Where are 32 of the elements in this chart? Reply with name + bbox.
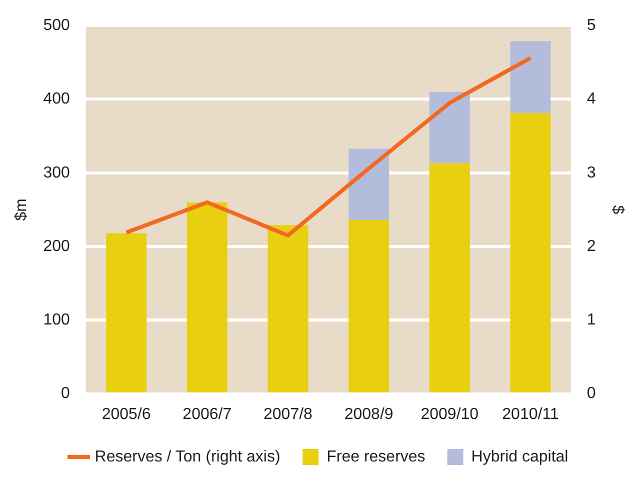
bar [348,148,390,220]
y2-axis-title: $ [608,205,626,214]
bar [106,233,147,392]
y2-tick-label: 3 [586,164,596,182]
bar [510,41,551,114]
legend-label: Reserves / Ton (right axis) [94,448,280,466]
y-tick-label: 0 [60,385,70,402]
bar [510,113,551,392]
y-tick-label: 300 [43,164,70,182]
y-tick-label: 400 [43,90,70,108]
x-tick-label: 2008/9 [344,406,394,423]
y-tick-label: 100 [43,312,70,329]
legend-label: Hybrid capital [471,448,568,466]
y-axis-title: $m [13,198,30,221]
y-tick-label: 200 [43,238,70,255]
y2-tick-label: 4 [586,90,596,108]
y2-tick-label: 0 [586,385,596,402]
y2-tick-label: 1 [586,312,596,329]
bar [268,225,308,392]
x-tick-label: 2005/6 [102,406,151,423]
x-tick-label: 2009/10 [420,406,479,423]
x-tick-label: 2006/7 [182,406,232,423]
bar [429,163,470,392]
bar [348,220,390,392]
y2-tick-label: 2 [586,238,596,255]
y-tick-label: 500 [43,17,70,34]
y2-tick-label: 5 [586,17,596,34]
bar [429,92,470,164]
bar [186,202,228,392]
x-tick-label: 2010/11 [502,406,559,423]
legend-label: Free reserves [326,448,426,466]
x-tick-label: 2007/8 [264,406,313,423]
